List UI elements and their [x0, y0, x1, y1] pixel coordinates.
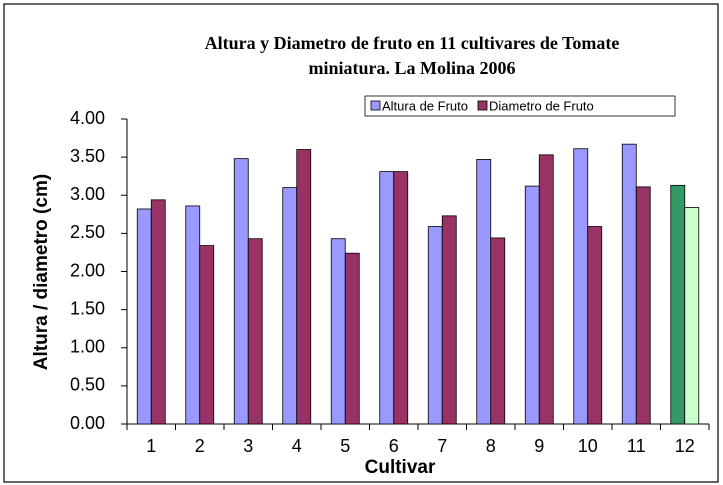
bar	[587, 226, 603, 425]
bar	[282, 187, 298, 425]
x-tick-label: 10	[578, 436, 598, 456]
bar	[330, 238, 346, 425]
bar	[670, 184, 686, 425]
bar	[344, 252, 360, 425]
y-tick-label: 1.00	[70, 337, 105, 357]
y-axis-label: Altura / diametro (cm)	[31, 174, 52, 370]
bar	[247, 238, 263, 425]
bar	[136, 208, 152, 425]
bar	[379, 171, 395, 425]
bar	[476, 159, 492, 425]
bar	[635, 186, 651, 425]
legend-box	[364, 95, 676, 117]
bar	[185, 205, 201, 425]
x-tick-label: 4	[292, 436, 302, 456]
y-tick-label: 3.00	[70, 184, 105, 204]
bar	[150, 199, 166, 425]
bar	[490, 237, 506, 425]
legend-swatch	[370, 100, 381, 111]
x-tick-label: 7	[437, 436, 447, 456]
bar	[199, 245, 215, 425]
x-tick-label: 8	[486, 436, 496, 456]
bar	[621, 143, 637, 425]
bar	[524, 185, 540, 425]
y-tick-label: 2.50	[70, 222, 105, 242]
bar	[441, 215, 457, 425]
bar	[573, 148, 589, 425]
x-tick-label: 11	[627, 436, 646, 456]
chart-title: Altura y Diametro de fruto en 11 cultiva…	[205, 33, 620, 53]
bar	[296, 149, 312, 425]
x-tick-label: 6	[389, 436, 399, 456]
x-axis-label: Cultivar	[365, 457, 436, 478]
bar	[393, 171, 409, 425]
x-tick-label: 1	[146, 436, 156, 456]
y-tick-label: 2.00	[70, 260, 105, 280]
bar	[427, 226, 443, 425]
y-tick-label: 0.50	[70, 375, 105, 395]
x-tick-label: 2	[195, 436, 205, 456]
y-tick-label: 4.00	[70, 108, 105, 128]
bar	[684, 207, 700, 425]
bar	[233, 158, 249, 425]
legend-swatch	[477, 100, 488, 111]
legend-label: Diametro de Fruto	[489, 98, 594, 113]
y-tick-label: 0.00	[70, 413, 105, 433]
x-tick-label: 3	[243, 436, 253, 456]
x-tick-label: 12	[675, 436, 695, 456]
y-tick-label: 1.50	[70, 298, 105, 318]
bar	[538, 154, 554, 425]
x-tick-label: 9	[534, 436, 544, 456]
y-tick-label: 3.50	[70, 146, 105, 166]
legend-label: Altura de Fruto	[382, 98, 468, 113]
x-tick-label: 5	[340, 436, 350, 456]
chart-title: miniatura. La Molina 2006	[308, 58, 515, 78]
